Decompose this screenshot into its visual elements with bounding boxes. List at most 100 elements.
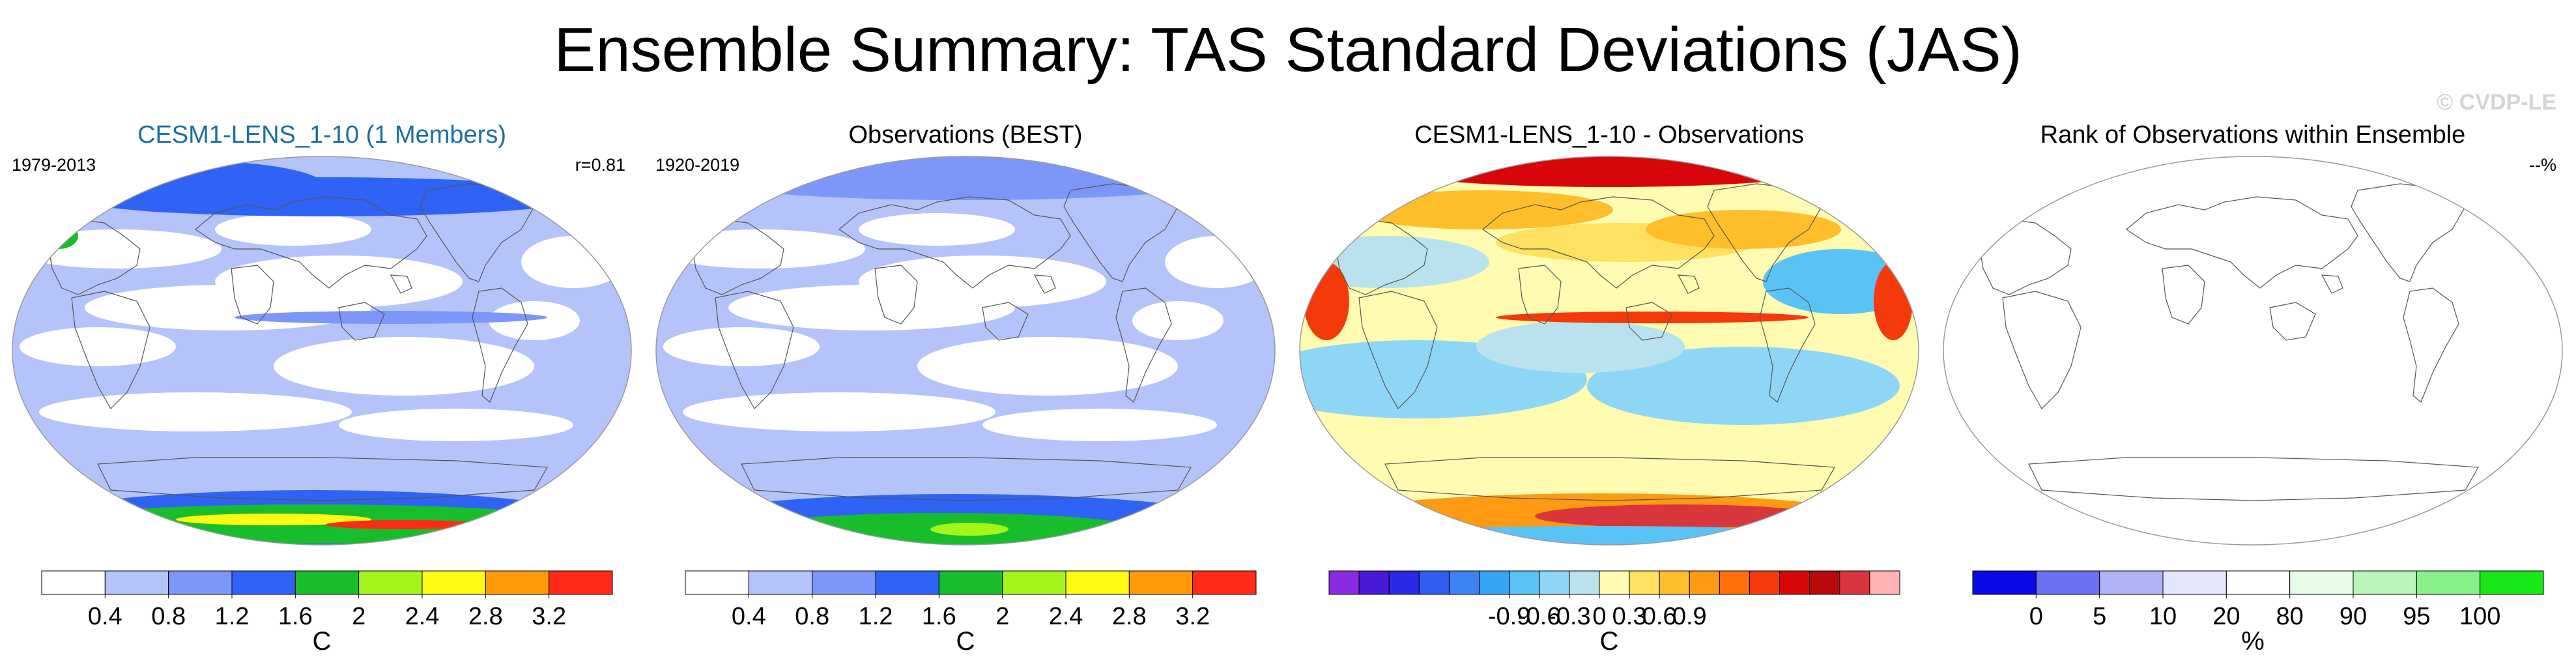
colorbar-tick-label: 80 [2276, 603, 2304, 626]
colorbar-units: C [956, 627, 975, 656]
low-variance-region [1132, 301, 1224, 340]
coastline [1115, 287, 1172, 403]
low-variance-region [215, 213, 371, 246]
colorbar-tick-label: 0 [2029, 603, 2043, 626]
coastline [692, 219, 784, 295]
panel-rank-label: --% [2529, 155, 2556, 175]
panel-period-label: 1979-2013 [12, 155, 96, 175]
panel-title: Rank of Observations within Ensemble [2040, 121, 2466, 149]
difference-region [1646, 210, 1841, 249]
map-field [656, 156, 1275, 545]
coastline [1481, 196, 1715, 289]
colorbar-observations: 0.4 0.8 1.2 1.6 2 2.4 2.8 3.2 [685, 570, 1257, 626]
colorbar-swatch [2225, 570, 2291, 595]
map-field [12, 156, 631, 545]
colorbar-swatch [1358, 570, 1390, 595]
colorbar-swatch [1192, 570, 1257, 595]
colorbar-tick-label: 90 [2340, 603, 2367, 626]
colorbar-swatch [1418, 570, 1450, 595]
difference-region [1476, 321, 1685, 373]
map-field [1943, 156, 2562, 545]
colorbar-units: C [312, 627, 332, 656]
colorbar-swatch [938, 570, 1003, 595]
colorbar-swatch [1509, 570, 1540, 595]
colorbar-tick-label: 0.8 [795, 603, 829, 626]
colorbar-swatch [2162, 570, 2227, 595]
colorbar-tick-label: 3.2 [532, 603, 566, 626]
coastline [1518, 265, 1562, 325]
colorbar-swatch [1869, 570, 1900, 595]
coastline [1759, 287, 1816, 403]
coastline [1677, 274, 1700, 294]
coastline [2002, 291, 2082, 409]
coastline [741, 457, 1192, 501]
colorbar-swatch [1749, 570, 1781, 595]
colorbar-swatch [1779, 570, 1810, 595]
panel-title: Observations (BEST) [848, 121, 1083, 149]
colorbar-swatch [358, 570, 423, 595]
antarctic-hotspot [930, 523, 1009, 536]
colorbar-tick-label: -0.6 [1518, 603, 1560, 626]
map-border [655, 156, 1276, 546]
colorbar-units: % [2241, 627, 2265, 656]
colorbar-swatch [104, 570, 169, 595]
low-variance-region [917, 337, 1178, 396]
panel-title: CESM1-LENS_1-10 (1 Members) [137, 121, 506, 149]
map-model-stddev [12, 156, 632, 546]
colorbar-swatch [748, 570, 813, 595]
coastline [2269, 302, 2316, 341]
colorbar-swatch [1328, 570, 1360, 595]
colorbar-swatch [41, 570, 106, 595]
coastline [1625, 302, 1672, 341]
antarctic-hotspot [326, 520, 482, 529]
colorbar-swatch [1809, 570, 1840, 595]
low-variance-region [339, 409, 573, 441]
colorbar-swatch [685, 570, 749, 595]
low-variance-region [657, 229, 865, 269]
colorbar-tick-label: 100 [2459, 603, 2500, 626]
panel-rank: Rank of Observations within Ensemble --%… [1931, 0, 2575, 670]
colorbar-swatch [875, 570, 939, 595]
colorbar-tick-label: 3.2 [1175, 603, 1210, 626]
colorbar-tick-label: -0.9 [1488, 603, 1530, 626]
colorbar-swatch [1002, 570, 1066, 595]
colorbar-tick-label: 2.8 [468, 603, 503, 626]
difference-region [1352, 190, 1613, 229]
colorbar-tick-label: 2.4 [1049, 603, 1083, 626]
page-title: Ensemble Summary: TAS Standard Deviation… [554, 15, 2022, 85]
coastline [2403, 287, 2459, 403]
difference-region [1587, 347, 1900, 425]
colorbar-swatch [1972, 570, 2037, 595]
colorbar-swatch [1659, 570, 1690, 595]
colorbar-swatch [1128, 570, 1194, 595]
map-border [12, 156, 632, 546]
coastline [390, 274, 412, 294]
difference-region [1300, 236, 1489, 288]
colorbar-tick-label: 95 [2403, 603, 2430, 626]
low-variance-region [13, 229, 222, 269]
colorbar-swatch [1479, 570, 1510, 595]
colorbar-tick-label: 20 [2212, 603, 2240, 626]
colorbar-swatch [812, 570, 876, 595]
low-variance-region [728, 285, 1015, 330]
colorbar-swatch [2035, 570, 2100, 595]
colorbar-rank: 0 5 10 20 80 90 95 100 [1972, 570, 2544, 626]
coastline [2028, 457, 2479, 501]
panel-model: CESM1-LENS_1-10 (1 Members) 1979-2013 r=… [0, 0, 644, 670]
colorbar-tick-label: 0.9 [1672, 603, 1707, 626]
colorbar-tick-label: 0 [1592, 603, 1606, 626]
colorbar-swatch [1599, 570, 1630, 595]
coastline [1979, 219, 2072, 295]
coastline [1336, 219, 1428, 295]
colorbar-difference: -0.9-0.6-0.3 0 0.30.60.9 [1328, 570, 1900, 626]
colorbar-tick-label: 1.2 [859, 603, 893, 626]
colorbar-tick-label: 0.4 [732, 603, 766, 626]
colorbar-tick-label: 2 [352, 603, 365, 626]
colorbar-swatch [2099, 570, 2164, 595]
low-variance-region [683, 392, 995, 431]
colorbar-swatch [549, 570, 613, 595]
colorbar-swatch [1539, 570, 1570, 595]
colorbar-swatch [2416, 570, 2481, 595]
colorbar-tick-label: 10 [2149, 603, 2177, 626]
colorbar-tick-label: -0.3 [1548, 603, 1590, 626]
